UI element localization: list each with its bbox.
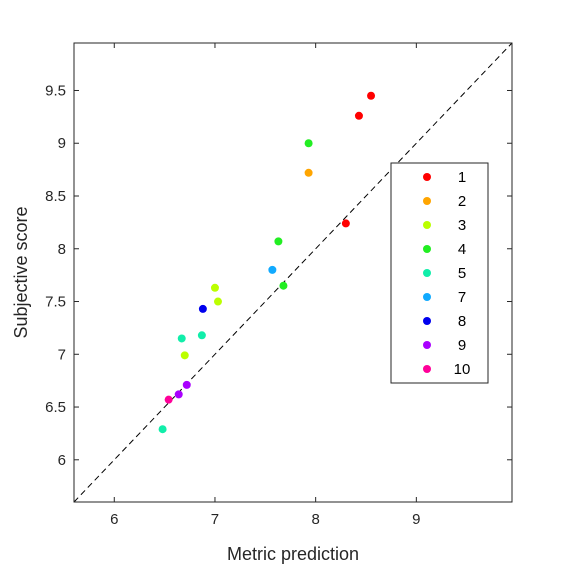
data-point-series-10 <box>164 395 173 404</box>
identity-reference-line <box>73 42 513 503</box>
y-tick-label: 7.5 <box>45 294 66 311</box>
data-point-series-5 <box>177 334 186 343</box>
legend-marker-1 <box>423 173 431 181</box>
data-point-series-5 <box>158 425 167 434</box>
y-tick-label: 9 <box>58 135 66 152</box>
x-tick-label: 8 <box>311 511 319 528</box>
legend-label: 1 <box>458 169 466 186</box>
ticks-layer: 6 7 8 9 6 6.5 7 7.5 8 8.5 9 9.5 <box>45 43 512 528</box>
legend-label: 10 <box>454 361 471 378</box>
y-tick-label: 9.5 <box>45 82 66 99</box>
legend-marker-4 <box>423 245 431 253</box>
data-point-series-1 <box>354 111 363 120</box>
y-tick-label: 6 <box>58 452 66 469</box>
data-point-series-4 <box>274 237 283 246</box>
legend-marker-8 <box>423 317 431 325</box>
x-axis-title: Metric prediction <box>227 544 359 564</box>
data-point-series-1 <box>367 91 376 100</box>
legend-marker-2 <box>423 197 431 205</box>
y-tick-label: 8.5 <box>45 188 66 205</box>
data-point-series-9 <box>174 390 183 399</box>
data-point-series-3 <box>210 283 219 292</box>
legend-label: 7 <box>458 289 466 306</box>
data-point-series-4 <box>279 281 288 290</box>
legend-box <box>390 162 489 384</box>
legend-marker-9 <box>423 341 431 349</box>
legend-label: 9 <box>458 337 466 354</box>
y-tick-label: 6.5 <box>45 399 66 416</box>
data-point-series-5 <box>197 331 206 340</box>
data-point-series-3 <box>213 297 222 306</box>
y-tick-label: 8 <box>58 241 66 258</box>
legend-label: 5 <box>458 265 466 282</box>
x-tick-label: 7 <box>211 511 219 528</box>
data-point-series-9 <box>182 380 191 389</box>
legend-label: 2 <box>458 193 466 210</box>
data-point-series-1 <box>341 219 350 228</box>
legend-marker-7 <box>423 293 431 301</box>
data-point-series-8 <box>198 304 207 313</box>
points-layer <box>158 91 376 434</box>
legend-marker-5 <box>423 269 431 277</box>
legend-label: 3 <box>458 217 466 234</box>
data-point-series-7 <box>268 265 277 274</box>
plot-area: 6 7 8 9 6 6.5 7 7.5 8 8.5 9 9.5 <box>45 42 513 528</box>
x-tick-label: 6 <box>110 511 118 528</box>
data-point-series-2 <box>304 168 313 177</box>
legend-marker-3 <box>423 221 431 229</box>
legend-marker-10 <box>423 365 431 373</box>
plot-frame <box>73 42 513 503</box>
x-tick-label: 9 <box>412 511 420 528</box>
legend-label: 4 <box>458 241 466 258</box>
data-point-series-3 <box>180 351 189 360</box>
legend-label: 8 <box>458 313 466 330</box>
legend: 1 2 3 4 5 7 8 9 10 <box>390 162 489 384</box>
y-tick-label: 7 <box>58 346 66 363</box>
y-axis-title: Subjective score <box>11 206 31 338</box>
data-point-series-4 <box>304 139 313 148</box>
